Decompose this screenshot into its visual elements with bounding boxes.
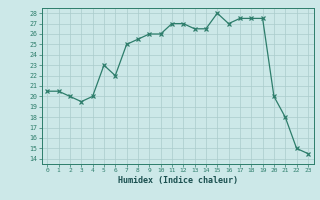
X-axis label: Humidex (Indice chaleur): Humidex (Indice chaleur): [118, 176, 237, 185]
